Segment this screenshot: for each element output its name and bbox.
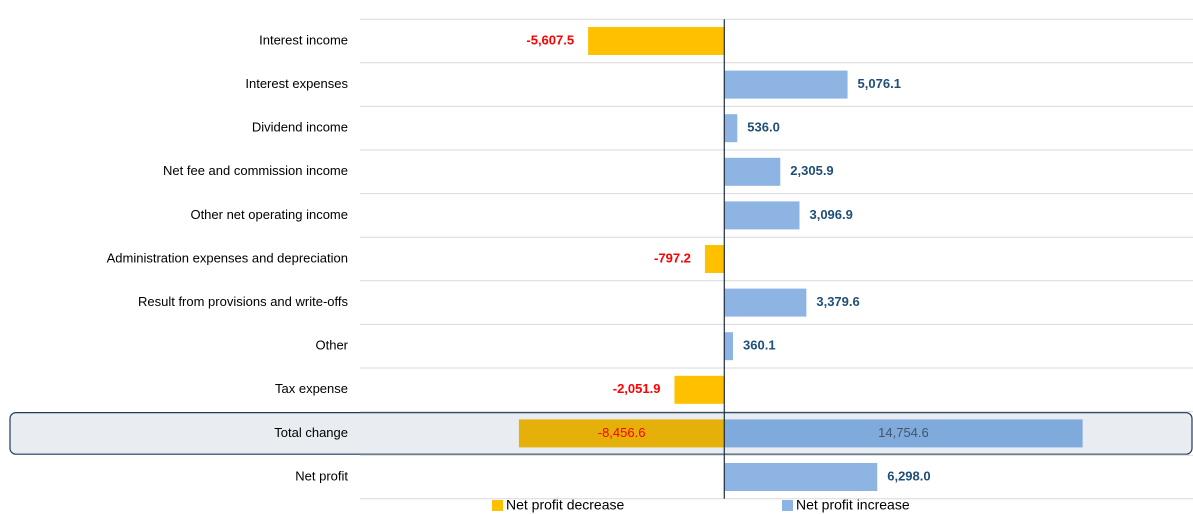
data-label: 360.1 bbox=[743, 338, 776, 353]
bar bbox=[704, 245, 725, 273]
data-label: 2,305.9 bbox=[790, 163, 833, 178]
category-label: Dividend income bbox=[252, 120, 348, 135]
legend-swatch bbox=[782, 500, 793, 511]
data-label: -8,456.6 bbox=[598, 425, 646, 440]
data-label: 3,096.9 bbox=[809, 207, 852, 222]
data-label: -797.2 bbox=[654, 250, 691, 265]
data-label: 5,076.1 bbox=[858, 76, 901, 91]
bar bbox=[724, 288, 807, 317]
legend-swatch bbox=[492, 500, 503, 511]
bar bbox=[724, 114, 738, 143]
bar bbox=[588, 27, 725, 55]
bar bbox=[724, 463, 878, 491]
data-label: 6,298.0 bbox=[887, 468, 930, 483]
category-label: Total change bbox=[274, 425, 348, 440]
data-label: -5,607.5 bbox=[526, 32, 574, 47]
category-label: Interest expenses bbox=[245, 76, 348, 91]
bar bbox=[724, 332, 734, 361]
category-label: Administration expenses and depreciation bbox=[107, 250, 348, 265]
bar bbox=[724, 419, 1083, 448]
data-label: 536.0 bbox=[747, 120, 780, 135]
category-label: Interest income bbox=[259, 32, 348, 47]
category-label: Other net operating income bbox=[190, 207, 348, 222]
bar bbox=[518, 419, 725, 448]
data-label: 14,754.6 bbox=[878, 425, 929, 440]
category-label: Net profit bbox=[295, 468, 348, 483]
category-label: Tax expense bbox=[275, 381, 348, 396]
legend-label: Net profit increase bbox=[796, 497, 910, 513]
bar bbox=[724, 157, 781, 186]
category-label: Net fee and commission income bbox=[163, 163, 348, 178]
bar bbox=[674, 375, 725, 404]
category-label: Other bbox=[315, 338, 348, 353]
category-label: Result from provisions and write-offs bbox=[138, 294, 349, 309]
bar bbox=[724, 70, 848, 99]
bar bbox=[724, 201, 800, 230]
data-label: -2,051.9 bbox=[613, 381, 661, 396]
data-label: 3,379.6 bbox=[816, 294, 859, 309]
legend-label: Net profit decrease bbox=[506, 497, 624, 513]
